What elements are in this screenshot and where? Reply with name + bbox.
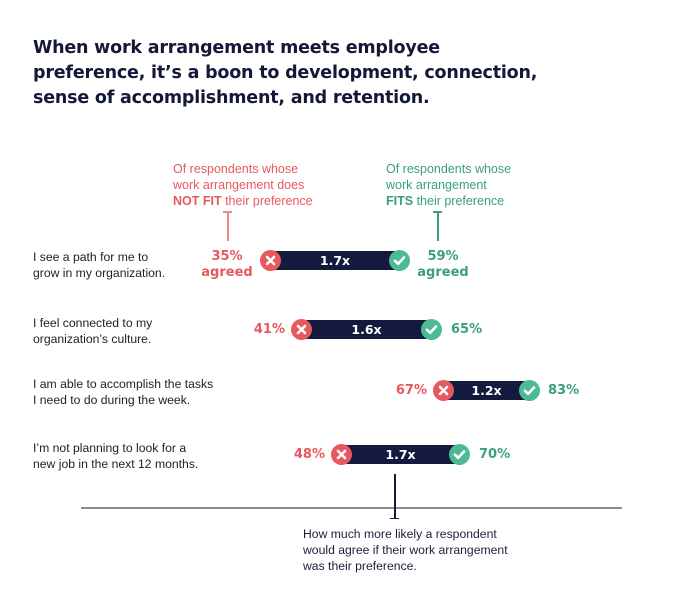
- fits-pct: 59%: [427, 249, 459, 264]
- chart-title: When work arrangement meets employee pre…: [33, 38, 538, 108]
- legend-fits-line1: Of respondents whose: [386, 162, 512, 176]
- legend-fits-connector: [434, 211, 441, 241]
- check-circle-icon: [421, 319, 442, 340]
- legend-fits-line2: work arrangement: [386, 178, 487, 192]
- annotation-line: How much more likely a respondent: [303, 527, 497, 541]
- ratio-bar: 1.7x: [331, 444, 470, 465]
- row-label: I am able to accomplish the tasks I need…: [33, 376, 233, 408]
- ratio-annotation: How much more likely a respondent would …: [303, 526, 543, 574]
- row-label-line: I feel connected to my: [33, 316, 153, 330]
- row-label-line: new job in the next 12 months.: [33, 457, 199, 471]
- ratio-bar: 1.7x: [260, 250, 410, 271]
- legend-fits-rest: their preference: [413, 194, 505, 208]
- not-fit-value: 67%: [395, 383, 427, 398]
- row-label-line: organization’s culture.: [33, 332, 152, 346]
- not-fit-suffix: agreed: [201, 265, 253, 280]
- ratio-label: 1.6x: [351, 322, 382, 337]
- ratio-bar: 1.2x: [433, 380, 540, 401]
- ratio-label: 1.2x: [471, 383, 502, 398]
- check-circle-icon: [519, 380, 540, 401]
- fits-value: 83%: [548, 383, 580, 398]
- row-label: I see a path for me to grow in my organi…: [33, 249, 233, 281]
- fits-value: 59% agreed: [413, 249, 473, 281]
- not-fit-value: 48%: [293, 447, 325, 462]
- legend-not-fit-bold: NOT FIT: [173, 194, 222, 208]
- legend-fits-bold: FITS: [386, 194, 414, 208]
- baseline-divider: [81, 507, 622, 509]
- row-label-line: I am able to accomplish the tasks: [33, 377, 214, 391]
- annotation-line: would agree if their work arrangement: [303, 543, 508, 557]
- row-label: I feel connected to my organization’s cu…: [33, 315, 233, 347]
- legend-not-fit-connector: [224, 211, 231, 241]
- row-label-line: I’m not planning to look for a: [33, 441, 187, 455]
- legend-fits: Of respondents whose work arrangement FI…: [386, 161, 526, 209]
- not-fit-value: 35% agreed: [198, 249, 256, 281]
- legend-not-fit-line1: Of respondents whose: [173, 162, 299, 176]
- fits-value: 65%: [451, 322, 483, 337]
- row-label: I’m not planning to look for a new job i…: [33, 440, 233, 472]
- row-label-line: I need to do during the week.: [33, 393, 191, 407]
- x-circle-icon: [291, 319, 312, 340]
- row-label-line: I see a path for me to: [33, 250, 149, 264]
- check-circle-icon: [389, 250, 410, 271]
- legend-not-fit-line2: work arrangement does: [173, 178, 305, 192]
- annotation-line: was their preference.: [303, 559, 417, 573]
- ratio-label: 1.7x: [385, 447, 416, 462]
- not-fit-value: 41%: [253, 322, 285, 337]
- x-circle-icon: [331, 444, 352, 465]
- ratio-bar: 1.6x: [291, 319, 442, 340]
- ratio-label: 1.7x: [319, 253, 351, 268]
- fits-value: 70%: [479, 447, 511, 462]
- ratio-annotation-connector: [391, 474, 398, 519]
- legend-not-fit: Of respondents whose work arrangement do…: [173, 161, 333, 209]
- check-circle-icon: [449, 444, 470, 465]
- fits-suffix: agreed: [417, 265, 469, 280]
- not-fit-pct: 35%: [211, 249, 243, 264]
- x-circle-icon: [260, 250, 281, 271]
- row-label-line: grow in my organization.: [33, 266, 166, 280]
- legend-not-fit-rest: their preference: [221, 194, 313, 208]
- x-circle-icon: [433, 380, 454, 401]
